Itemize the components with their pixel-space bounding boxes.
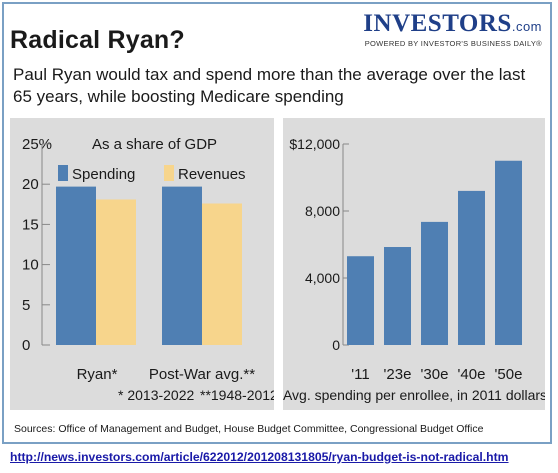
x-axis-label: Avg. spending per enrollee, in 2011 doll… (283, 387, 545, 403)
sources-note: Sources: Office of Management and Budget… (14, 423, 484, 435)
chart-title: As a share of GDP (92, 136, 217, 153)
page-title: Radical Ryan? (10, 26, 185, 54)
bar-spending (56, 186, 96, 345)
y-tick-label: 0 (332, 337, 340, 353)
x-category-label: Post-War avg.** (149, 366, 255, 383)
y-tick-label: 0 (22, 337, 30, 354)
y-tick-label: 8,000 (305, 203, 340, 219)
bar-spending (162, 186, 202, 345)
medicare-chart-panel: 0 4,000 8,000 $12,000 '11 '23e '30e '40e '50e Avg… (283, 118, 545, 410)
gdp-share-chart: As a share of GDP 0 5 10 15 20 25% Spending Reve… (22, 136, 274, 403)
bar-spending-per-enrollee (347, 256, 374, 345)
legend-swatch-revenues (164, 165, 174, 181)
logo-tagline: POWERED BY INVESTOR'S BUSINESS DAILY® (364, 39, 542, 48)
logo-main-text: INVESTORS (363, 10, 512, 37)
legend-swatch-spending (58, 165, 68, 181)
article-url-link[interactable]: http://news.investors.com/article/622012… (10, 450, 509, 464)
bar-spending-per-enrollee (384, 247, 411, 345)
bar-spending-per-enrollee (495, 160, 522, 345)
y-tick-label: 25% (22, 136, 52, 153)
legend-label-revenues: Revenues (178, 166, 246, 183)
logo-wordmark: INVESTORS.com (363, 10, 542, 38)
legend-label-spending: Spending (72, 166, 135, 183)
y-tick-label: $12,000 (289, 136, 340, 152)
x-tick-label: '11 (351, 366, 369, 383)
y-tick-label: 20 (22, 176, 39, 193)
y-tick-label: 5 (22, 297, 30, 314)
y-tick-label: 4,000 (305, 270, 340, 286)
y-tick-label: 15 (22, 216, 39, 233)
bar-revenues (202, 203, 242, 345)
bar-revenues (96, 199, 136, 345)
x-tick-label: '40e (458, 366, 486, 383)
bar-spending-per-enrollee (458, 190, 485, 345)
footnote-postwar: **1948-2012 (200, 387, 274, 403)
x-category-label: Ryan* (77, 366, 118, 383)
bar-spending-per-enrollee (421, 221, 448, 345)
footnote-ryan: * 2013-2022 (118, 387, 195, 403)
gdp-chart-panel: As a share of GDP 0 5 10 15 20 25% Spending Reve… (10, 118, 274, 410)
chart-subtitle: Paul Ryan would tax and spend more than … (13, 65, 526, 106)
medicare-spending-chart: 0 4,000 8,000 $12,000 '11 '23e '30e '40e '50e Avg… (283, 136, 545, 403)
y-tick-label: 10 (22, 257, 39, 274)
investors-logo: INVESTORS.com POWERED BY INVESTOR'S BUSI… (363, 10, 542, 48)
x-tick-label: '30e (421, 366, 449, 383)
logo-suffix: .com (511, 19, 542, 34)
x-tick-label: '50e (495, 366, 523, 383)
x-tick-label: '23e (384, 366, 412, 383)
